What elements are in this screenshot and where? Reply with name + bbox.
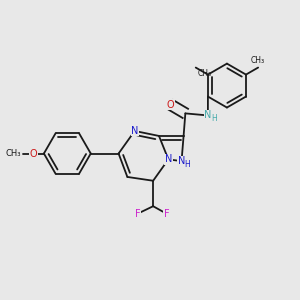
Text: CH₃: CH₃	[197, 69, 211, 78]
Text: N: N	[178, 156, 185, 166]
Text: N: N	[204, 110, 211, 120]
Text: F: F	[164, 208, 169, 219]
Text: CH₃: CH₃	[6, 149, 21, 158]
Text: H: H	[184, 160, 190, 169]
Text: O: O	[30, 148, 38, 158]
Text: O: O	[167, 100, 174, 110]
Text: N: N	[165, 154, 172, 164]
Text: H: H	[211, 115, 217, 124]
Text: CH₃: CH₃	[251, 56, 265, 65]
Text: N: N	[131, 126, 138, 136]
Text: F: F	[135, 208, 141, 219]
